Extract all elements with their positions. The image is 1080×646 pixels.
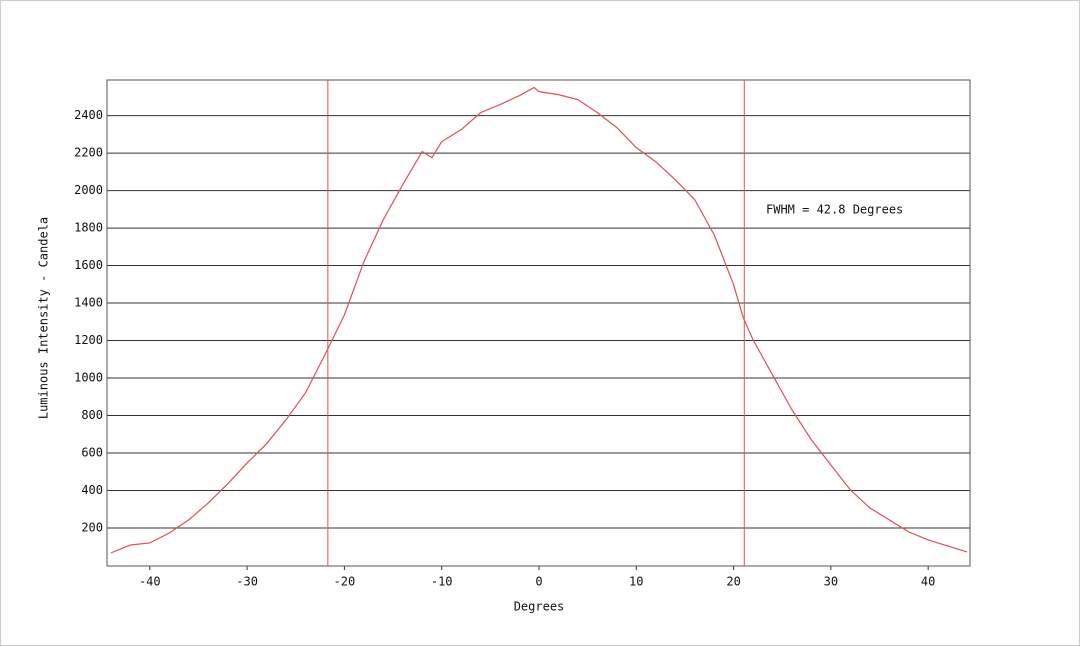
x-tick-label: 30 — [824, 575, 838, 589]
x-axis-label: Degrees — [514, 600, 565, 614]
y-tick-label: 1200 — [74, 333, 103, 347]
y-tick-label: 400 — [81, 483, 103, 497]
x-tick-label: 20 — [726, 575, 740, 589]
x-tick-label: 0 — [535, 575, 542, 589]
intensity-curve — [110, 86, 968, 554]
x-tick-label: 10 — [629, 575, 643, 589]
x-tick-label: -20 — [334, 575, 356, 589]
x-tick-label: -30 — [236, 575, 258, 589]
y-tick-label: 200 — [81, 520, 103, 534]
plot-frame — [106, 79, 971, 567]
x-tick-label: -40 — [139, 575, 161, 589]
annotation: FWHM = 42.8 Degrees — [766, 203, 903, 217]
y-tick-label: 800 — [81, 408, 103, 422]
y-tick-label: 600 — [81, 445, 103, 459]
y-tick-label: 1800 — [74, 221, 103, 235]
x-tick-label: -10 — [431, 575, 453, 589]
y-tick-label: 2200 — [74, 146, 103, 160]
y-tick-label: 2400 — [74, 108, 103, 122]
x-tick-label: 40 — [921, 575, 935, 589]
y-axis-label: Luminous Intensity - Candela — [37, 217, 51, 419]
y-tick-label: 1600 — [74, 258, 103, 272]
y-tick-label: 1000 — [74, 371, 103, 385]
y-tick-label: 2000 — [74, 183, 103, 197]
y-tick-label: 1400 — [74, 296, 103, 310]
